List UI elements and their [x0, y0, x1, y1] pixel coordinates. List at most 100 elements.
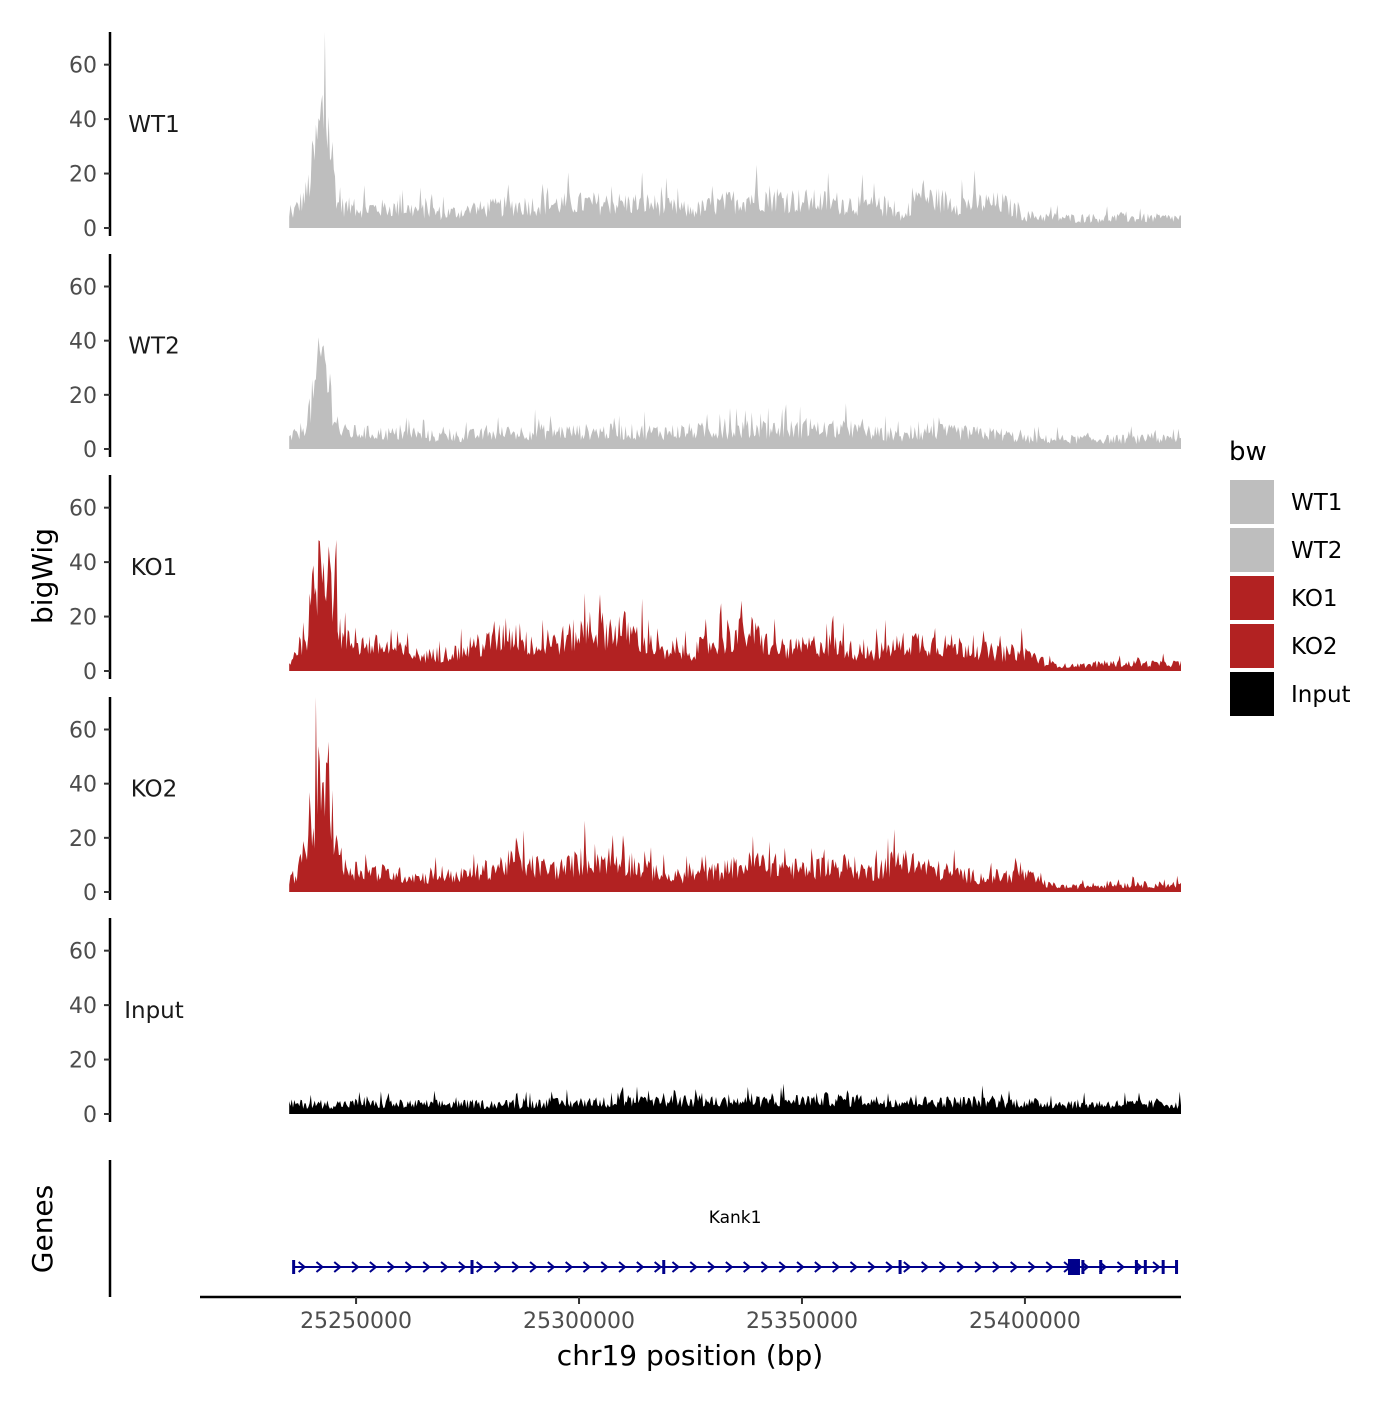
y-tick-label: 20: [69, 384, 97, 409]
strand-arrow: [511, 1261, 520, 1273]
track-label-input: Input: [124, 998, 184, 1024]
strand-arrow: [476, 1261, 485, 1273]
y-tick-label: 60: [69, 54, 97, 79]
gene-name-label: Kank1: [709, 1208, 762, 1228]
y-tick-label: 0: [83, 438, 97, 463]
strand-arrow: [956, 1261, 965, 1273]
strand-arrow: [387, 1261, 396, 1273]
legend-label-input: Input: [1291, 682, 1351, 708]
exon: [898, 1260, 902, 1274]
legend-label-ko1: KO1: [1291, 586, 1338, 612]
strand-arrow: [814, 1261, 823, 1273]
x-tick-label: 25400000: [969, 1309, 1081, 1334]
strand-arrow: [582, 1261, 592, 1273]
strand-arrow: [992, 1261, 1001, 1273]
strand-arrow: [1045, 1261, 1054, 1273]
y-tick-label: 60: [69, 497, 97, 522]
exon: [1175, 1260, 1179, 1274]
strand-arrow: [796, 1261, 805, 1273]
legend: bw WT1 WT2 KO1 KO2 Input: [1229, 437, 1351, 716]
strand-arrow: [404, 1261, 414, 1273]
strand-arrow: [671, 1261, 681, 1273]
gene-track-label: Genes: [26, 1185, 59, 1273]
strand-arrow: [493, 1261, 503, 1273]
y-tick-label: 20: [69, 606, 97, 631]
y-tick-label: 60: [69, 719, 97, 744]
y-tick-label: 20: [69, 1049, 97, 1074]
strand-arrow: [921, 1261, 930, 1273]
strand-arrow: [618, 1261, 627, 1273]
strand-arrow: [1027, 1261, 1037, 1273]
track-panel-wt2: 0 20 40 60 WT2: [69, 254, 1181, 463]
track-label-ko1: KO1: [131, 555, 178, 581]
legend-label-ko2: KO2: [1291, 634, 1338, 660]
track-label-wt1: WT1: [128, 112, 179, 138]
strand-arrow: [832, 1261, 841, 1273]
y-tick-label: 0: [83, 660, 97, 685]
signal-area-ko2: [289, 697, 1181, 892]
y-tick-label: 20: [69, 827, 97, 852]
y-tick-label: 20: [69, 163, 97, 188]
exon: [1161, 1260, 1165, 1274]
strand-arrow: [654, 1261, 663, 1273]
track-panels: 0 20 40 60 WT1 0 20 40 60 WT2 0 20 40 60 KO1 0 20 40 60 KO2…: [69, 32, 1181, 1128]
legend-label-wt2: WT2: [1291, 538, 1342, 564]
y-tick-label: 0: [83, 881, 97, 906]
legend-key-ko1: [1230, 576, 1274, 620]
strand-arrow: [867, 1261, 876, 1273]
exon: [1134, 1260, 1138, 1274]
legend-key-ko2: [1230, 624, 1274, 668]
legend-key-wt1: [1230, 480, 1274, 524]
track-label-wt2: WT2: [128, 334, 179, 360]
strand-arrow: [529, 1261, 538, 1273]
strand-arrow: [315, 1261, 325, 1273]
signal-area-input: [289, 1083, 1181, 1114]
strand-arrow: [903, 1261, 912, 1273]
track-panel-ko2: 0 20 40 60 KO2: [69, 697, 1181, 906]
exon: [470, 1260, 474, 1274]
x-axis-title: chr19 position (bp): [557, 1339, 823, 1372]
strand-arrow: [689, 1261, 698, 1273]
strand-arrow: [849, 1261, 859, 1273]
strand-arrow: [1152, 1261, 1161, 1273]
y-tick-label: 0: [83, 1103, 97, 1128]
strand-arrow: [1116, 1261, 1126, 1273]
exon: [292, 1260, 296, 1274]
gene-track-panel: Kank1: [108, 1160, 1179, 1297]
y-axis-title: bigWig: [26, 528, 59, 624]
strand-arrow: [351, 1261, 360, 1273]
y-tick-label: 40: [69, 994, 97, 1019]
legend-key-wt2: [1230, 528, 1274, 572]
strand-arrow: [974, 1261, 983, 1273]
x-tick-label: 25300000: [523, 1309, 635, 1334]
signal-area-wt1: [289, 32, 1181, 228]
strand-arrow: [547, 1261, 556, 1273]
exon: [662, 1260, 666, 1274]
y-tick-label: 40: [69, 108, 97, 133]
x-tick-label: 25350000: [746, 1309, 858, 1334]
strand-arrow: [458, 1261, 467, 1273]
exon: [1099, 1260, 1103, 1274]
strand-arrow: [440, 1261, 449, 1273]
strand-arrow: [778, 1261, 787, 1273]
exon: [1081, 1260, 1085, 1274]
y-tick-label: 60: [69, 940, 97, 965]
strand-arrow: [743, 1261, 752, 1273]
exon: [1067, 1259, 1080, 1275]
track-panel-wt1: 0 20 40 60 WT1: [69, 32, 1181, 242]
legend-key-input: [1230, 672, 1274, 716]
x-axis: 25250000 25300000 25350000 25400000: [200, 1295, 1181, 1334]
strand-arrow: [885, 1261, 894, 1273]
strand-arrow: [298, 1261, 307, 1273]
signal-area-ko1: [289, 539, 1181, 671]
track-panel-input: 0 20 40 60 Input: [69, 918, 1181, 1128]
strand-arrow: [369, 1261, 378, 1273]
track-panel-ko1: 0 20 40 60 KO1: [69, 475, 1181, 685]
strand-arrow: [707, 1261, 716, 1273]
y-tick-label: 0: [83, 217, 97, 242]
strand-arrow: [938, 1261, 948, 1273]
strand-arrow: [1009, 1261, 1019, 1273]
x-tick-label: 25250000: [300, 1309, 412, 1334]
strand-arrow: [636, 1261, 645, 1273]
